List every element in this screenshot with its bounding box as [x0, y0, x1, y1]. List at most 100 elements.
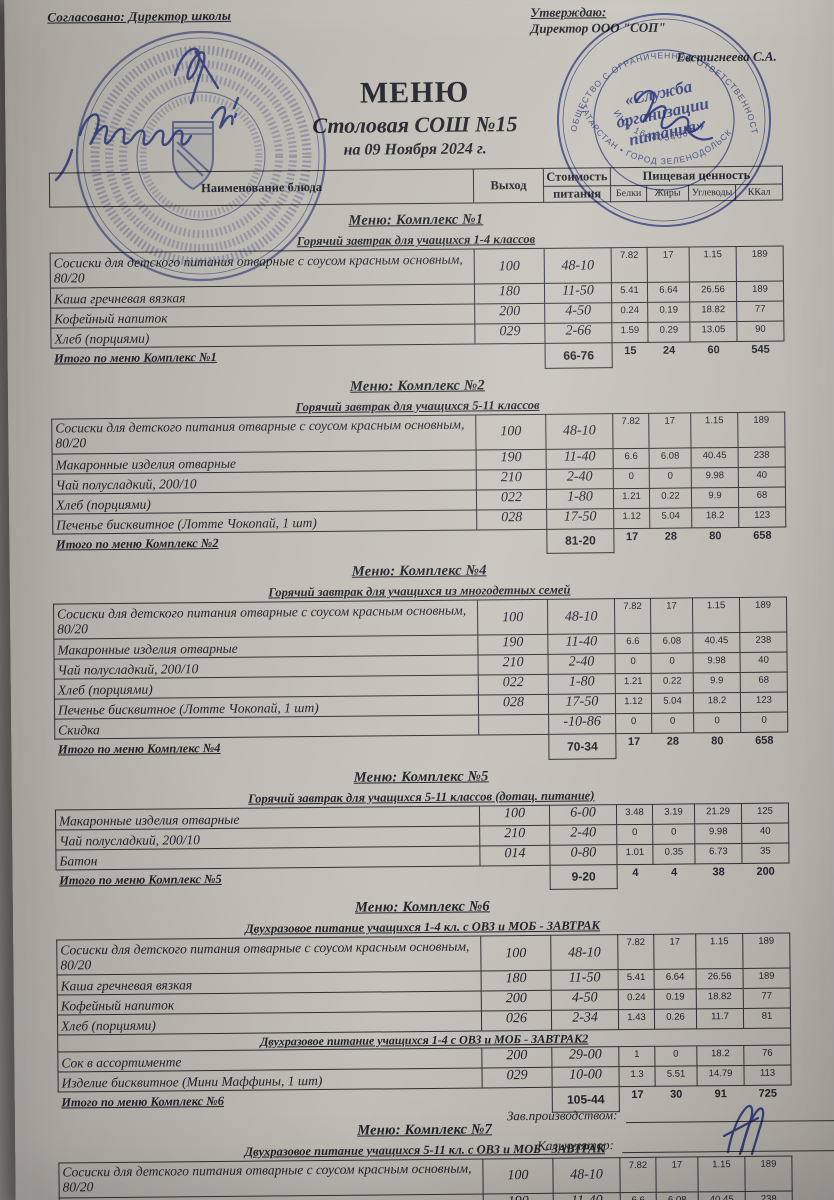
dish-fat: 0: [651, 712, 694, 734]
dish-protein: 6.6: [620, 1191, 657, 1200]
dish-fat: 0.19: [654, 988, 697, 1010]
dish-kcal: 125: [741, 802, 789, 823]
menu-document: Согласовано: Директор школы Утверждаю: Д…: [4, 0, 834, 1200]
menu-sections: Меню: Комплекс №1 Горячий завтрак для уч…: [49, 209, 793, 1200]
calculator-label: Калькулятор:: [537, 1137, 614, 1153]
dish-protein: 1.12: [615, 693, 652, 714]
dish-kcal: 123: [740, 692, 788, 713]
dish-protein: 1.43: [618, 1009, 655, 1030]
document-title: МЕНЮ: [359, 75, 470, 110]
dish-fat: 3.19: [652, 803, 695, 824]
dish-protein: 1.01: [616, 843, 654, 865]
dish-cost: 11-40: [547, 633, 616, 655]
calculator-row: Калькулятор:: [507, 1135, 834, 1154]
dish-cost: 17-50: [546, 508, 614, 529]
dish-protein: 3.48: [616, 803, 653, 825]
dish-carbs: 1.15: [689, 246, 737, 282]
dish-fat: 0: [652, 823, 695, 844]
dish-out: 210: [478, 654, 549, 675]
dish-out: 190: [483, 1192, 554, 1200]
total-fat: 24: [662, 344, 676, 357]
total-out-empty: [480, 865, 550, 890]
dish-protein: 0.24: [611, 302, 648, 323]
dish-fat: 6.08: [656, 1191, 699, 1200]
menu-section: Меню: Комплекс №5 Горячий завтрак для уч…: [55, 765, 790, 895]
dish-protein: 6.6: [614, 633, 652, 654]
dish-carbs: 18.2: [696, 1045, 744, 1066]
dish-out: 014: [479, 844, 551, 866]
col-dish-name: Наименование блюда: [49, 169, 474, 208]
dish-out: 029: [474, 323, 546, 345]
dish-protein: 7.82: [612, 412, 650, 449]
dish-protein: 1.3: [618, 1066, 656, 1087]
dish-fat: 0.22: [651, 672, 694, 694]
dish-carbs: 1.15: [692, 597, 740, 633]
total-cost: 70-34: [548, 733, 617, 759]
dish-kcal: 189: [743, 968, 791, 989]
dish-protein: 1.12: [613, 507, 650, 529]
section-total-label: Итого по меню Комплекс №5: [59, 871, 222, 888]
dish-cost: 2-40: [546, 468, 614, 489]
dish-name: Сосиски для детского питания отварные с …: [53, 599, 478, 640]
dish-out: 180: [474, 283, 545, 305]
dish-carbs: 18.2: [693, 692, 741, 713]
col-out: Выход: [473, 168, 544, 204]
dish-cost: 48-10: [544, 247, 612, 284]
col-protein: Белки: [610, 185, 647, 202]
section-title: Меню: Комплекс №4: [351, 562, 487, 580]
dish-carbs: 9.9: [693, 672, 741, 693]
dish-kcal: 238: [745, 1190, 793, 1200]
dish-out: 100: [479, 804, 550, 826]
dish-out: 200: [474, 303, 545, 325]
menu-table: Макаронные изделия отварные 100 6-00 3.4…: [55, 802, 790, 895]
total-kcal: 545: [751, 343, 770, 356]
dish-protein: 0: [615, 653, 652, 674]
dish-kcal: 113: [743, 1065, 792, 1086]
dish-cost: 11-50: [551, 969, 619, 991]
dish-protein: 1.21: [615, 673, 652, 694]
calculator-signature-line: [621, 1136, 834, 1154]
group-subheader-text: Двухразовое питание учащихся 1-4 с ОВЗ и…: [260, 1030, 589, 1049]
dish-kcal: 40: [741, 822, 789, 843]
dish-cost: 0-80: [549, 844, 618, 865]
total-protein: 17: [627, 735, 641, 749]
dish-fat: 6.08: [649, 447, 692, 468]
total-fat: 28: [664, 530, 678, 543]
dish-cost: 11-50: [544, 282, 612, 304]
dish-carbs: 13.05: [689, 321, 738, 342]
dish-carbs: 1.15: [695, 933, 744, 969]
dish-out: 100: [477, 599, 548, 635]
section-title: Меню: Комплекс №5: [353, 767, 489, 786]
dish-kcal: 40: [738, 466, 786, 487]
dish-out: 100: [475, 413, 547, 450]
dish-protein: 0: [615, 713, 652, 734]
col-cost-2: питания: [543, 185, 611, 203]
dish-kcal: 189: [736, 281, 784, 302]
dish-kcal: 0: [740, 712, 788, 733]
total-carbs: 38: [712, 865, 725, 878]
dish-out: 200: [481, 990, 552, 1011]
col-kcal: ККал: [735, 184, 783, 201]
dish-name: Сосиски для детского питания отварные с …: [58, 1158, 484, 1198]
dish-out: 026: [481, 1010, 552, 1031]
dish-kcal: 81: [743, 1008, 791, 1029]
dish-protein: 0: [616, 823, 653, 845]
total-fat: 4: [670, 866, 678, 879]
dish-out: 210: [476, 468, 547, 490]
dish-out: 100: [474, 248, 545, 285]
total-kcal: 658: [755, 734, 774, 747]
dish-carbs: 9.9: [691, 486, 739, 508]
dish-carbs: 40.45: [692, 632, 740, 653]
total-kcal: 200: [756, 865, 775, 878]
dish-out: 200: [481, 1047, 552, 1068]
dish-carbs: 11.7: [696, 1008, 744, 1029]
dish-kcal: 189: [736, 246, 784, 282]
section-title: Меню: Комплекс №1: [348, 211, 484, 229]
column-header-table: Наименование блюда Выход Стоимость Пищев…: [49, 166, 783, 208]
section-total-label: Итого по меню Комплекс №4: [57, 740, 221, 757]
dish-name: Сосиски для детского питания отварные с …: [56, 935, 482, 976]
dish-carbs: 14.79: [696, 1065, 745, 1086]
dish-cost: 17-50: [548, 693, 616, 715]
approval-header: Согласовано: Директор школы Утверждаю: Д…: [47, 3, 781, 72]
col-cost-1: Стоимость: [543, 167, 611, 187]
